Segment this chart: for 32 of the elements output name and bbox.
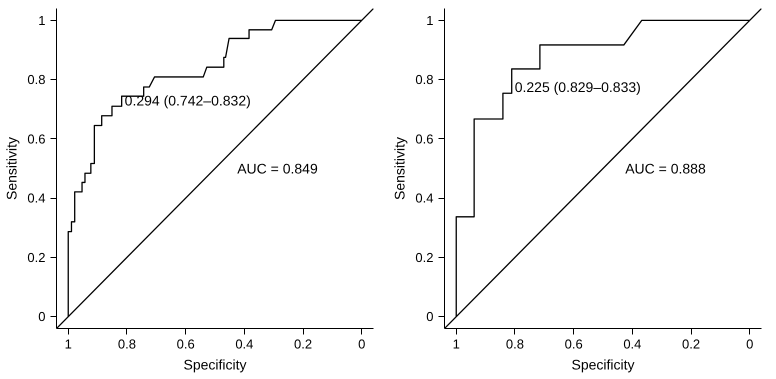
y-tick-label: 0.8 [27, 72, 46, 88]
x-tick-label: 0.4 [623, 336, 642, 352]
x-tick-label: 1 [64, 336, 72, 352]
annotation: 0.294 (0.742–0.832) [124, 92, 251, 108]
y-tick-label: 0.4 [27, 190, 46, 206]
x-tick-label: 0 [358, 336, 366, 352]
x-tick-label: 0.8 [118, 336, 136, 352]
y-tick-label: 1 [426, 12, 434, 28]
x-axis-title: Specificity [571, 356, 635, 372]
x-tick-label: 0.2 [682, 336, 700, 352]
x-tick-label: 0.2 [294, 336, 312, 352]
y-tick-label: 0.6 [27, 131, 46, 146]
x-axis-title: Specificity [183, 356, 247, 372]
x-tick-label: 1 [452, 336, 460, 352]
annotation: AUC = 0.888 [625, 160, 706, 176]
y-tick-label: 0.8 [415, 72, 434, 88]
y-tick-label: 0.2 [415, 250, 434, 265]
annotation: 0.225 (0.829–0.833) [514, 79, 641, 96]
y-tick-label: 0 [38, 309, 46, 324]
y-tick-label: 0.2 [27, 250, 46, 265]
y-axis-title: Sensitivity [391, 136, 408, 200]
y-tick-label: 0.6 [415, 131, 434, 146]
x-tick-label: 0.6 [176, 336, 195, 352]
y-axis-title: Sensitivity [3, 136, 20, 200]
y-tick-label: 0 [426, 309, 434, 324]
y-tick-label: 1 [38, 12, 46, 28]
x-tick-label: 0.6 [564, 336, 583, 352]
x-tick-label: 0.8 [506, 336, 524, 352]
x-tick-label: 0.4 [235, 336, 254, 352]
y-tick-label: 0.4 [415, 190, 434, 206]
x-tick-label: 0 [746, 336, 754, 352]
annotation: AUC = 0.849 [237, 160, 318, 176]
